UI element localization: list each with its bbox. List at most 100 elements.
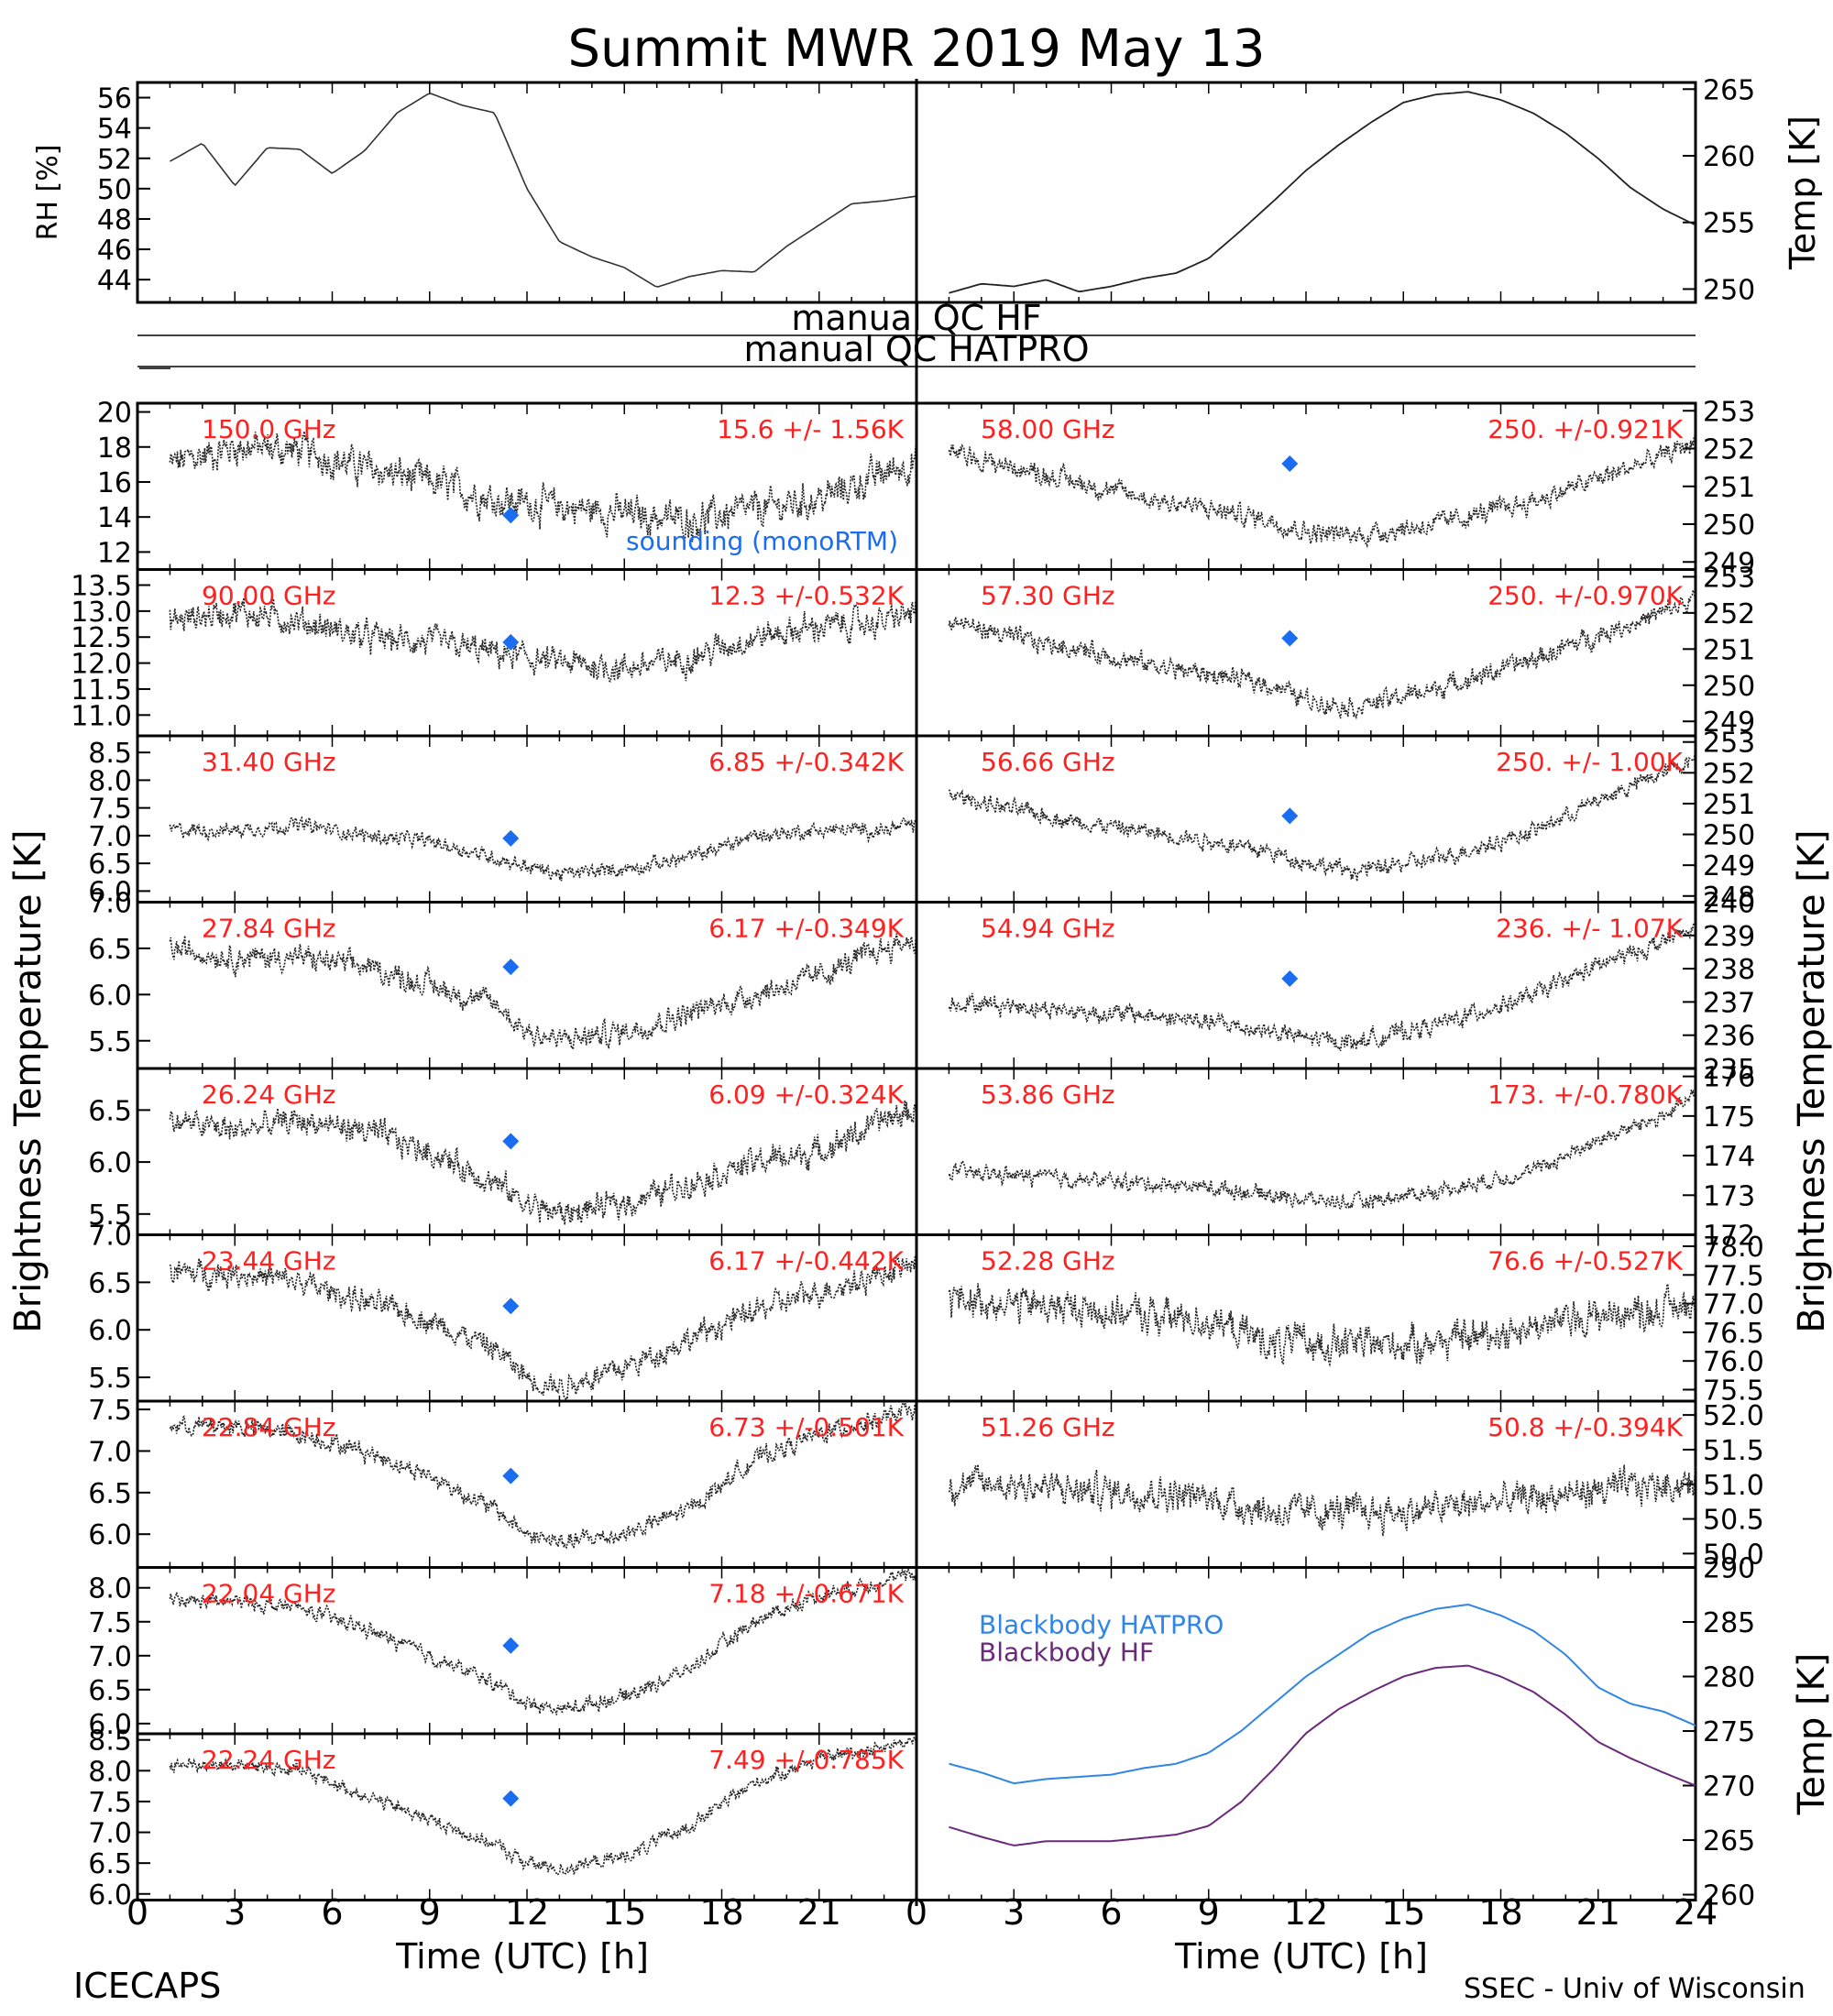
ch54-ytick-label: 235 — [1703, 1054, 1755, 1086]
ch27-freq-label: 27.84 GHz — [202, 914, 336, 944]
ch2204-series — [169, 1567, 917, 1715]
ch53-series — [948, 1089, 1696, 1211]
ch27-ytick-label: 6.5 — [88, 934, 132, 966]
rh-ytick-label: 44 — [97, 265, 132, 297]
ch23-ytick-label: 7.0 — [88, 1221, 132, 1253]
ch56-stat-label: 250. +/- 1.00K — [1496, 747, 1683, 777]
ch58-freq-label: 58.00 GHz — [981, 414, 1115, 444]
ch58-stat-label: 250. +/-0.921K — [1487, 414, 1683, 444]
ch2204-ytick-label: 7.5 — [88, 1607, 132, 1639]
ch150-freq-label: 150.0 GHz — [202, 414, 336, 444]
x-tick-label: 15 — [1381, 1892, 1425, 1933]
ch57-ytick-label: 251 — [1703, 634, 1755, 666]
ch31-ytick-label: 7.0 — [88, 821, 132, 853]
rh-series — [170, 93, 917, 288]
ch52-freq-label: 52.28 GHz — [981, 1246, 1115, 1276]
ch90-ytick-label: 13.0 — [71, 597, 132, 629]
rh-ylabel: RH [%] — [32, 145, 64, 241]
x-axis-label-left: Time (UTC) [h] — [395, 1936, 649, 1977]
ch56-ytick-label: 248 — [1703, 882, 1755, 914]
footer-right: SSEC - Univ of Wisconsin — [1464, 1973, 1806, 2005]
ch53-ytick-label: 173 — [1703, 1180, 1755, 1212]
ch90-ytick-label: 12.0 — [71, 649, 132, 681]
ch57-stat-label: 250. +/-0.970K — [1487, 581, 1683, 611]
ch51-ytick-label: 50.5 — [1703, 1505, 1764, 1537]
rh-ytick-label: 48 — [97, 204, 132, 236]
ch2284-stat-label: 6.73 +/-0.501K — [708, 1412, 904, 1442]
ch54-ytick-label: 240 — [1703, 888, 1755, 920]
ch52-ytick-label: 75.5 — [1703, 1375, 1764, 1407]
ch52-ytick-label: 77.0 — [1703, 1289, 1764, 1321]
rh-ytick-label: 52 — [97, 144, 132, 176]
bb-hf-series — [949, 1664, 1696, 1846]
ch54-ytick-label: 238 — [1703, 954, 1755, 986]
x-tick-label: 3 — [224, 1892, 246, 1933]
ch57-ytick-label: 253 — [1703, 562, 1755, 594]
x-tick-label: 9 — [419, 1892, 441, 1933]
ch31-sounding-point — [502, 829, 520, 847]
x-tick-label: 6 — [1100, 1892, 1122, 1933]
ch51-stat-label: 50.8 +/-0.394K — [1487, 1412, 1683, 1442]
ch58-ytick-label: 250 — [1703, 509, 1755, 542]
bb-ytick-label: 265 — [1703, 1825, 1755, 1857]
rh-ytick-label: 56 — [97, 83, 132, 115]
ch2204-ytick-label: 6.5 — [88, 1675, 132, 1707]
ch51-ytick-label: 51.5 — [1703, 1435, 1764, 1467]
temp-ytick-label: 250 — [1703, 274, 1755, 306]
ch51-ytick-label: 52.0 — [1703, 1400, 1764, 1432]
ch2204-ytick-label: 8.0 — [88, 1573, 132, 1605]
ch90-ytick-label: 12.5 — [71, 622, 132, 654]
ch52-ytick-label: 76.5 — [1703, 1318, 1764, 1350]
ch2284-ytick-label: 6.5 — [88, 1478, 132, 1510]
x-tick-label: 6 — [321, 1892, 343, 1933]
bb-ytick-label: 275 — [1703, 1716, 1755, 1748]
ch53-ytick-label: 175 — [1703, 1101, 1755, 1134]
x-tick-label: 12 — [1284, 1892, 1328, 1933]
ch2224-sounding-point — [502, 1790, 520, 1807]
ch27-ytick-label: 5.5 — [88, 1026, 132, 1058]
ch56-ytick-label: 253 — [1703, 728, 1755, 760]
ch2204-freq-label: 22.04 GHz — [202, 1579, 336, 1609]
ch51-series — [948, 1463, 1696, 1537]
temp-ytick-label: 260 — [1703, 141, 1755, 173]
footer-left: ICECAPS — [73, 1966, 221, 2006]
ch51-freq-label: 51.26 GHz — [981, 1412, 1115, 1442]
ch2284-ytick-label: 7.5 — [88, 1395, 132, 1427]
ch2204-ytick-label: 6.0 — [88, 1709, 132, 1741]
ch58-sounding-point — [1281, 455, 1299, 472]
ch2284-freq-label: 22.84 GHz — [202, 1412, 336, 1442]
ch58-ytick-label: 252 — [1703, 434, 1755, 466]
bb-ytick-label: 280 — [1703, 1662, 1755, 1694]
ch31-stat-label: 6.85 +/-0.342K — [708, 747, 904, 777]
x-tick-label: 12 — [505, 1892, 549, 1933]
bb-ytick-label: 260 — [1703, 1880, 1755, 1912]
ch26-ytick-label: 5.5 — [88, 1200, 132, 1232]
ch26-series — [169, 1100, 917, 1225]
ch90-freq-label: 90.00 GHz — [202, 581, 336, 611]
ch2284-sounding-point — [502, 1467, 520, 1485]
ch27-sounding-point — [502, 959, 520, 976]
temp-ytick-label: 255 — [1703, 208, 1755, 240]
bb-ytick-label: 285 — [1703, 1607, 1755, 1639]
ch53-ytick-label: 172 — [1703, 1221, 1755, 1253]
ch56-ytick-label: 251 — [1703, 789, 1755, 821]
bb-legend-hatpro: Blackbody HATPRO — [979, 1610, 1224, 1640]
ch2204-sounding-point — [502, 1637, 520, 1654]
bb-ylabel: Temp [K] — [1791, 1653, 1833, 1816]
ch150-ytick-label: 20 — [97, 398, 132, 430]
ch2284-series — [169, 1401, 917, 1550]
ch150-ytick-label: 12 — [97, 537, 132, 569]
ch2224-ytick-label: 7.5 — [88, 1787, 132, 1819]
bb-legend-hf: Blackbody HF — [979, 1638, 1154, 1668]
ch2224-ytick-label: 8.5 — [88, 1726, 132, 1758]
x-tick-label: 24 — [1674, 1892, 1718, 1933]
ch56-ytick-label: 249 — [1703, 850, 1755, 882]
ch26-stat-label: 6.09 +/-0.324K — [708, 1079, 904, 1110]
ch54-series — [948, 919, 1696, 1052]
ch53-ytick-label: 174 — [1703, 1141, 1755, 1173]
x-tick-label: 18 — [1478, 1892, 1522, 1933]
bb-ytick-label: 270 — [1703, 1771, 1755, 1803]
ch54-stat-label: 236. +/- 1.07K — [1496, 914, 1683, 944]
ch58-ytick-label: 253 — [1703, 396, 1755, 428]
